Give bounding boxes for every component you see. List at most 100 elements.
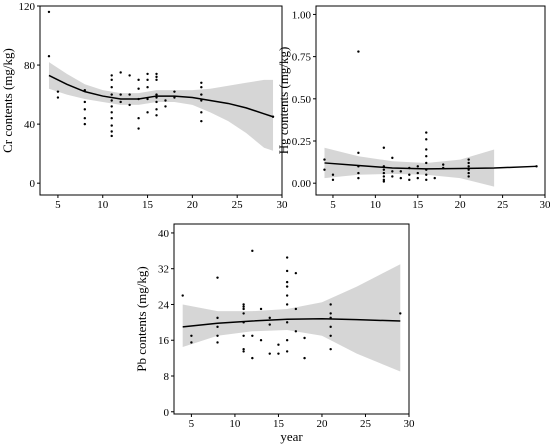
data-point: [110, 99, 113, 102]
data-point: [110, 124, 113, 127]
data-point: [467, 165, 470, 168]
data-point: [382, 180, 386, 183]
data-point: [323, 168, 326, 171]
data-point: [128, 93, 131, 96]
data-point: [137, 87, 140, 90]
data-point: [83, 122, 87, 126]
x-axis-label: year: [280, 429, 303, 444]
data-point: [216, 316, 219, 320]
y-axis-label: Cr contents (mg/kg): [0, 48, 15, 153]
x-tick-label: 15: [273, 418, 285, 430]
data-point: [164, 99, 167, 102]
data-point: [425, 131, 428, 134]
data-point: [285, 294, 289, 297]
data-point: [155, 72, 158, 76]
data-point: [146, 86, 149, 89]
data-point: [425, 148, 428, 151]
data-point: [382, 146, 386, 149]
data-point: [357, 171, 360, 175]
data-point: [285, 269, 289, 273]
plot-frame: [173, 223, 410, 415]
data-point: [146, 78, 149, 82]
data-point: [268, 323, 271, 326]
data-point: [216, 325, 219, 329]
data-point: [329, 325, 332, 329]
data-point: [382, 168, 386, 171]
data-point: [155, 108, 158, 111]
data-point: [47, 10, 51, 14]
data-point: [119, 100, 122, 104]
x-tick-label: 20: [187, 199, 199, 211]
data-point: [425, 178, 428, 182]
data-point: [382, 178, 386, 182]
data-point: [259, 339, 263, 342]
x-tick-label: 30: [540, 199, 550, 211]
data-point: [271, 115, 275, 118]
data-point: [331, 178, 335, 182]
data-point: [294, 307, 298, 311]
data-point: [331, 173, 335, 176]
data-point: [200, 99, 203, 102]
data-point: [391, 175, 394, 178]
data-point: [190, 334, 193, 337]
data-point: [155, 93, 158, 96]
data-point: [323, 158, 326, 161]
data-point: [155, 96, 158, 99]
y-tick-label: 0.00: [292, 178, 312, 190]
data-point: [200, 93, 203, 96]
data-point: [137, 97, 140, 101]
data-point: [329, 312, 332, 315]
data-point: [83, 100, 87, 104]
x-tick-label: 20: [455, 199, 467, 211]
data-point: [83, 117, 87, 120]
data-point: [83, 108, 87, 111]
data-point: [535, 165, 538, 168]
data-point: [277, 352, 280, 355]
data-point: [146, 72, 149, 76]
data-point: [119, 71, 122, 74]
data-point: [442, 166, 445, 170]
data-point: [128, 103, 131, 107]
data-point: [155, 78, 158, 82]
data-point: [357, 176, 360, 180]
y-tick-label: 8: [164, 371, 170, 383]
y-tick-label: 32: [158, 264, 169, 276]
data-point: [181, 294, 184, 297]
data-point: [425, 161, 428, 165]
data-point: [110, 93, 113, 96]
x-tick-label: 10: [97, 199, 109, 211]
data-point: [329, 347, 332, 351]
x-tick-label: 30: [404, 418, 416, 430]
data-point: [251, 249, 254, 253]
data-point: [408, 178, 411, 182]
data-point: [442, 163, 445, 166]
data-point: [467, 175, 470, 178]
y-tick-label: 0.25: [292, 136, 312, 148]
data-point: [285, 339, 289, 342]
data-point: [242, 312, 245, 315]
data-point: [425, 173, 428, 176]
data-point: [303, 356, 306, 360]
data-point: [357, 151, 360, 155]
data-point: [425, 168, 428, 171]
data-point: [190, 341, 193, 344]
data-point: [173, 90, 176, 93]
y-tick-label: 0.75: [292, 52, 312, 64]
data-point: [119, 93, 122, 96]
y-tick-label: 120: [19, 1, 36, 13]
data-point: [425, 138, 428, 141]
x-tick-label: 20: [316, 418, 328, 430]
data-point: [216, 276, 219, 279]
data-point: [242, 334, 245, 337]
data-point: [416, 176, 419, 180]
data-point: [110, 111, 113, 114]
x-tick-label: 10: [229, 418, 241, 430]
data-point: [285, 280, 289, 284]
data-point: [56, 90, 60, 93]
data-point: [110, 105, 113, 108]
data-point: [285, 321, 289, 324]
x-tick-label: 15: [142, 199, 154, 211]
x-tick-label: 30: [277, 199, 289, 211]
data-point: [433, 176, 436, 180]
